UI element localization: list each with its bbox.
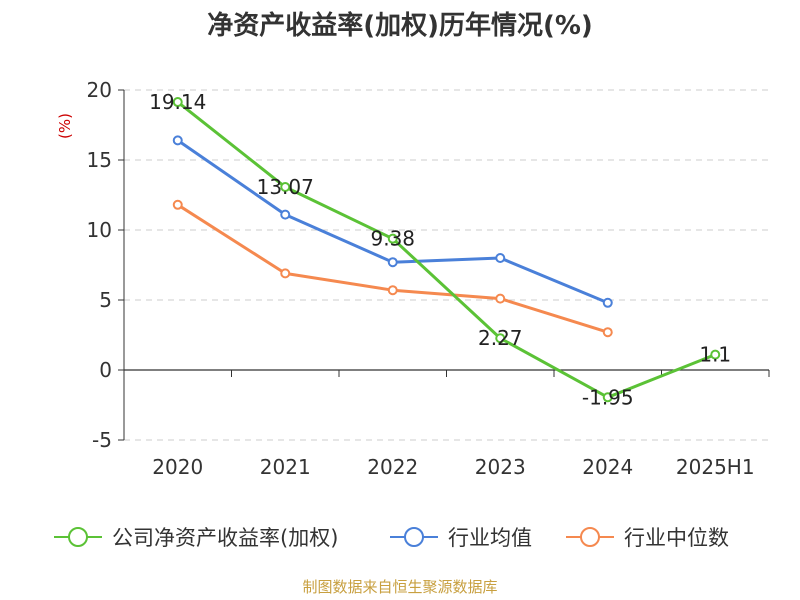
y-tick-label: 10 [87, 218, 112, 242]
y-tick-label: -5 [92, 428, 112, 452]
y-tick-label: 0 [99, 358, 112, 382]
series-line [176, 139, 609, 305]
data-point [710, 349, 721, 360]
y-axis-label: (%) [56, 113, 74, 139]
legend-label: 行业均值 [448, 526, 532, 550]
x-tick-label: 2025H1 [676, 455, 755, 479]
y-tick-label: 20 [87, 78, 112, 102]
x-tick-label: 2021 [260, 455, 311, 479]
source-note: 制图数据来自恒生聚源数据库 [302, 578, 497, 596]
legend-label: 行业中位数 [624, 526, 729, 550]
x-tick-labels: 2020 2021 2022 2023 2024 2025H1 [152, 455, 754, 479]
legend-swatch-marker [404, 527, 424, 547]
x-tick-label: 2022 [367, 455, 418, 479]
data-label: 13.07 [257, 175, 314, 199]
data-point [280, 182, 291, 193]
data-point [495, 333, 506, 344]
legend-swatch-marker [580, 527, 600, 547]
data-point [280, 268, 291, 279]
data-point [602, 327, 613, 338]
data-point [602, 297, 613, 308]
series-line [176, 100, 716, 399]
x-tick-label: 2024 [582, 455, 633, 479]
data-label: -1.95 [582, 385, 634, 409]
chart-title: 净资产收益率(加权)历年情况(%) [207, 10, 593, 41]
series-line [176, 203, 609, 334]
gridlines [124, 89, 769, 441]
series-2 [172, 199, 613, 338]
axes [118, 89, 770, 441]
data-point [387, 257, 398, 268]
legend-label: 公司净资产收益率(加权) [112, 526, 338, 550]
data-label: 1.1 [699, 343, 731, 367]
x-tick-label: 2020 [152, 455, 203, 479]
data-point [387, 233, 398, 244]
data-label: 2.27 [478, 326, 523, 350]
data-point [602, 392, 613, 403]
x-tick-label: 2023 [475, 455, 526, 479]
data-point [387, 285, 398, 296]
data-labels: 19.14 13.07 9.38 2.27 -1.95 1.1 [149, 90, 731, 409]
data-label: 9.38 [370, 227, 415, 251]
data-point [172, 97, 183, 108]
data-label: 19.14 [149, 90, 206, 114]
legend-swatch-marker [68, 527, 88, 547]
data-point [280, 209, 291, 220]
data-point [495, 253, 506, 263]
legend-item: 行业均值 [390, 526, 532, 550]
series-lines [172, 97, 721, 403]
data-point [172, 199, 183, 210]
legend: 公司净资产收益率(加权) 行业均值 行业中位数 [54, 526, 729, 550]
data-point [495, 293, 506, 304]
data-point [172, 135, 183, 146]
series-0 [172, 97, 721, 403]
legend-item: 行业中位数 [566, 526, 729, 550]
series-1 [172, 135, 613, 308]
y-tick-label: 5 [99, 288, 112, 312]
legend-item: 公司净资产收益率(加权) [54, 526, 338, 550]
y-tick-labels: 20 15 10 5 0 -5 [87, 78, 112, 452]
y-tick-label: 15 [87, 148, 112, 172]
